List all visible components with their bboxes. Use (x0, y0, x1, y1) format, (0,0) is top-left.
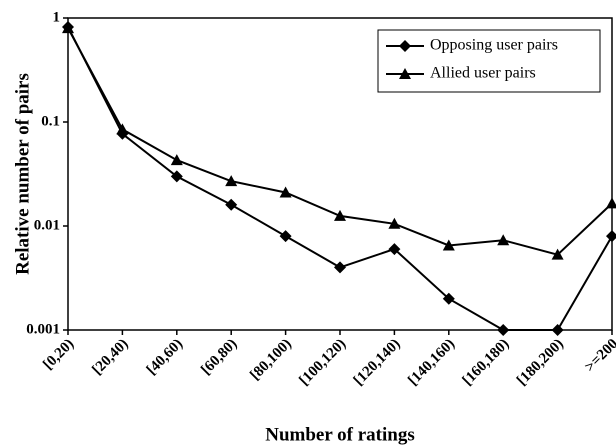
x-tick-label: [160,180) (460, 336, 513, 389)
diamond-marker (279, 230, 292, 243)
triangle-marker (334, 209, 346, 221)
diamond-marker (442, 292, 455, 305)
y-tick-label: 0.01 (34, 217, 60, 233)
x-tick-label: [180,200) (514, 336, 567, 389)
diamond-marker (225, 198, 238, 211)
triangle-marker (170, 154, 183, 166)
triangle-marker (606, 197, 616, 209)
x-tick-label: [60,80) (198, 336, 240, 378)
legend: Opposing user pairs Allied user pairs (377, 29, 601, 93)
diamond-marker (606, 230, 616, 243)
legend-box (377, 29, 601, 93)
triangle-marker (388, 217, 401, 229)
triangle-marker (62, 22, 74, 34)
legend-label: Opposing user pairs (430, 37, 558, 54)
y-axis-title: Relative number of pairs (12, 73, 33, 275)
x-tick-label: [80,100) (247, 336, 295, 384)
y-tick-label: 0.1 (41, 113, 60, 129)
x-tick-label: [40,60) (144, 336, 186, 378)
y-tick-label: 1 (53, 9, 61, 25)
diamond-marker (497, 324, 510, 336)
legend-label: Allied user pairs (430, 65, 536, 82)
triangle-marker (442, 239, 455, 251)
y-tick-label: 0.001 (26, 321, 60, 337)
diamond-marker (551, 324, 564, 336)
triangle-marker (116, 123, 129, 135)
triangle-marker (551, 248, 564, 260)
triangle-marker (225, 175, 238, 187)
x-axis-title: Number of ratings (265, 424, 415, 445)
x-tick-label: [20,40) (89, 336, 131, 378)
triangle-marker (399, 68, 411, 79)
diamond-marker (170, 170, 183, 183)
diamond-marker (399, 40, 411, 52)
x-tick-label: [120,140) (351, 336, 404, 389)
x-tick-label: [0,20) (40, 336, 77, 373)
diamond-marker (388, 243, 401, 256)
triangle-marker (497, 234, 510, 246)
diamond-marker (334, 261, 346, 274)
x-tick-label: [140,160) (405, 336, 458, 389)
triangle-marker (279, 186, 292, 198)
x-tick-label: >=200 (582, 336, 616, 375)
x-tick-label: [100,120) (296, 336, 349, 389)
